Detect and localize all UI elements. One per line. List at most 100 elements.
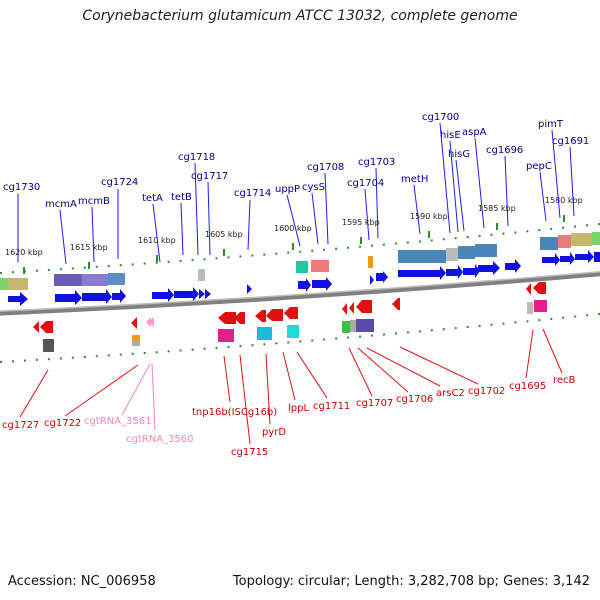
feature-box[interactable]	[54, 274, 82, 286]
feature-box[interactable]	[458, 246, 475, 259]
gene-label[interactable]: cg1722	[44, 418, 81, 429]
reverse-gene[interactable]	[146, 317, 151, 327]
gene-label[interactable]: cg1711	[313, 401, 350, 412]
forward-gene[interactable]	[594, 252, 600, 262]
gene-label[interactable]: uppP	[275, 184, 300, 195]
feature-box[interactable]	[218, 329, 234, 342]
reverse-gene[interactable]	[149, 317, 154, 327]
reverse-gene[interactable]	[349, 302, 354, 314]
gene-label[interactable]: mcmB	[78, 196, 110, 207]
reverse-gene[interactable]	[40, 321, 53, 333]
reverse-gene[interactable]	[266, 309, 283, 321]
gene-label[interactable]: cg1706	[396, 394, 433, 405]
forward-gene[interactable]	[312, 277, 332, 291]
feature-box[interactable]	[475, 244, 497, 257]
gene-label[interactable]: recB	[553, 375, 576, 386]
forward-gene[interactable]	[542, 253, 560, 266]
forward-gene[interactable]	[247, 284, 252, 294]
feature-box[interactable]	[558, 235, 571, 248]
feature-box[interactable]	[82, 274, 108, 286]
feature-box[interactable]	[198, 269, 205, 281]
reverse-gene[interactable]	[131, 317, 137, 329]
gene-label[interactable]: lppL	[288, 403, 309, 414]
gene-label[interactable]: cg1715	[231, 447, 268, 458]
forward-gene[interactable]	[398, 266, 446, 280]
gene-label[interactable]: pyrD	[262, 427, 286, 438]
gene-label[interactable]: cg1724	[101, 177, 138, 188]
gene-label[interactable]: cg1714	[234, 188, 271, 199]
feature-box[interactable]	[592, 232, 600, 245]
reverse-gene[interactable]	[533, 282, 546, 294]
gene-label[interactable]: metH	[401, 174, 428, 185]
forward-gene[interactable]	[205, 289, 211, 299]
gene-label[interactable]: aspA	[462, 127, 487, 138]
forward-gene[interactable]	[376, 271, 388, 283]
reverse-gene[interactable]	[526, 283, 531, 295]
feature-box[interactable]	[368, 256, 373, 268]
gene-label[interactable]: tnp16b(ISCg16b)	[192, 407, 277, 418]
gene-label[interactable]: cg1702	[468, 386, 505, 397]
feature-box[interactable]	[0, 278, 8, 290]
forward-gene[interactable]	[174, 287, 199, 301]
gene-label[interactable]: cg1708	[307, 162, 344, 173]
feature-box[interactable]	[527, 302, 533, 314]
reverse-gene[interactable]	[255, 310, 266, 322]
feature-box[interactable]	[342, 321, 350, 333]
gene-label[interactable]: cg1695	[509, 381, 546, 392]
rna-label[interactable]: cgtRNA_3561	[84, 416, 152, 427]
gene-label[interactable]: cysS	[302, 182, 325, 193]
forward-gene[interactable]	[575, 250, 594, 263]
feature-box[interactable]	[132, 335, 140, 341]
reverse-gene[interactable]	[284, 307, 298, 319]
reverse-gene[interactable]	[234, 312, 245, 324]
forward-gene[interactable]	[478, 261, 500, 275]
feature-box[interactable]	[534, 300, 547, 312]
forward-gene[interactable]	[112, 289, 126, 303]
gene-label[interactable]: pimT	[538, 119, 564, 130]
feature-box[interactable]	[540, 237, 558, 250]
feature-box[interactable]	[398, 250, 446, 263]
reverse-gene[interactable]	[356, 300, 372, 313]
feature-box[interactable]	[287, 325, 299, 338]
reverse-gene[interactable]	[218, 312, 236, 324]
gene-label[interactable]: arsC2	[436, 388, 465, 399]
gene-label[interactable]: cg1707	[356, 398, 393, 409]
forward-gene[interactable]	[505, 259, 521, 273]
gene-label[interactable]: cg1730	[3, 182, 40, 193]
gene-label[interactable]: tetB	[171, 192, 192, 203]
gene-label[interactable]: cg1703	[358, 157, 395, 168]
forward-gene[interactable]	[152, 288, 174, 302]
feature-box[interactable]	[356, 319, 374, 332]
feature-box[interactable]	[296, 261, 308, 273]
forward-gene[interactable]	[446, 265, 463, 279]
feature-box[interactable]	[108, 273, 125, 285]
feature-box[interactable]	[446, 248, 458, 261]
feature-box[interactable]	[311, 260, 329, 272]
feature-box[interactable]	[43, 339, 54, 352]
gene-label[interactable]: hisG	[448, 149, 470, 160]
gene-label[interactable]: cg1718	[178, 152, 215, 163]
gene-label[interactable]: cg1700	[422, 112, 459, 123]
gene-label[interactable]: cg1727	[2, 420, 39, 431]
gene-label[interactable]: tetA	[142, 193, 163, 204]
forward-gene[interactable]	[463, 264, 480, 278]
forward-gene[interactable]	[298, 278, 311, 292]
gene-label[interactable]: hisE	[440, 130, 461, 141]
forward-gene[interactable]	[199, 289, 205, 299]
feature-box[interactable]	[571, 233, 592, 246]
gene-label[interactable]: mcmA	[45, 199, 77, 210]
forward-gene[interactable]	[370, 275, 374, 285]
gene-label[interactable]: pepC	[526, 161, 552, 172]
feature-box[interactable]	[8, 278, 28, 290]
rna-label[interactable]: cgtRNA_3560	[126, 434, 194, 445]
feature-box[interactable]	[257, 327, 272, 340]
feature-box[interactable]	[132, 341, 140, 346]
gene-label[interactable]: cg1696	[486, 145, 523, 156]
gene-label[interactable]: cg1704	[347, 178, 384, 189]
feature-box[interactable]	[350, 320, 356, 332]
reverse-gene[interactable]	[392, 298, 400, 310]
gene-label[interactable]: cg1717	[191, 171, 228, 182]
gene-label[interactable]: cg1691	[552, 136, 589, 147]
reverse-gene[interactable]	[33, 321, 39, 333]
forward-gene[interactable]	[560, 252, 575, 265]
